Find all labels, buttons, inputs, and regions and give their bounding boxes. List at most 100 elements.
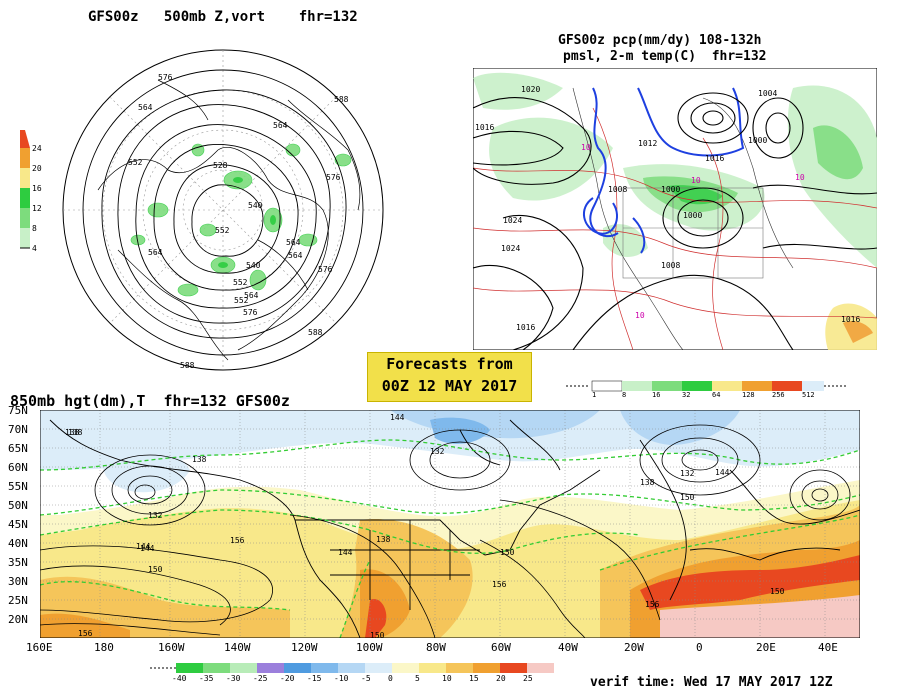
lon-label-20w: 20W (624, 641, 644, 654)
hgt-label: 138 (376, 535, 391, 544)
temp-colorbar-tick: 15 (469, 674, 479, 683)
temp-colorbar-tick: 5 (415, 674, 420, 683)
hgt-label: 156 (78, 629, 93, 638)
lon-label-20e: 20E (756, 641, 776, 654)
temp-colorbar-tick: -35 (199, 674, 214, 683)
precip-cb-tick-1: 1 (592, 391, 597, 399)
lat-label-45n: 45N (8, 518, 28, 531)
hgt-label: 156 (230, 536, 245, 545)
temp-colorbar-tick: 25 (523, 674, 533, 683)
hgt-label: 138 (68, 428, 83, 437)
hgt-label: 132 (430, 447, 445, 456)
temp-colorbar-tick: -20 (280, 674, 295, 683)
lon-label-160e: 160E (26, 641, 53, 654)
pmsl-label: 1012 (638, 139, 657, 148)
polar-contour-label: 540 (246, 261, 261, 270)
h850-title: 850mb hgt(dm),T fhr=132 GFS00z (10, 392, 290, 410)
temp-colorbar-swatch (257, 663, 284, 673)
polar-colorbar-svg (20, 130, 30, 249)
hgt-label: 150 (500, 548, 515, 557)
hgt-label: 150 (680, 493, 695, 502)
lat-label-55n: 55N (8, 480, 28, 493)
polar-cb-tick-8: 8 (32, 224, 37, 233)
lon-label-100w: 100W (356, 641, 383, 654)
precip-colorbar-svg (566, 380, 846, 392)
temp-colorbar-tick: 20 (496, 674, 506, 683)
precip-map: 1020 1016 1012 1004 1008 1000 1024 1016 … (473, 68, 877, 350)
temp-colorbar-swatch (176, 663, 203, 673)
temp-colorbar-tick: -15 (307, 674, 322, 683)
lat-label-40n: 40N (8, 537, 28, 550)
hgt-label: 144 (140, 544, 155, 553)
pmsl-label: 1020 (521, 85, 540, 94)
polar-contour-label: 588 (180, 361, 195, 370)
hgt-label: 150 (148, 565, 163, 574)
lon-label-180: 180 (94, 641, 114, 654)
precip-cb-tick-512: 512 (802, 391, 815, 399)
temp-colorbar-swatch (284, 663, 311, 673)
hgt-label: 132 (680, 469, 695, 478)
lon-label-60w: 60W (491, 641, 511, 654)
polar-cb-tick-12: 12 (32, 204, 42, 213)
polar-contour-label: 564 (148, 248, 163, 257)
lon-label-40e: 40E (818, 641, 838, 654)
lat-label-50n: 50N (8, 499, 28, 512)
hgt-label: 132 (148, 511, 163, 520)
lat-label-25n: 25N (8, 594, 28, 607)
pmsl-label: 1000 (683, 211, 702, 220)
temp-colorbar-tick: -5 (361, 674, 371, 683)
verif-time: verif time: Wed 17 MAY 2017 12Z (590, 675, 833, 690)
lon-label-160w: 160W (158, 641, 185, 654)
polar-map: 576 588 564 552 540 528 552 576 564 564 … (62, 49, 384, 371)
precip-cb-tick-8: 8 (622, 391, 627, 399)
hgt-label: 156 (645, 600, 660, 609)
temp-colorbar-swatch (419, 663, 446, 673)
polar-cb-tick-24: 24 (32, 144, 42, 153)
temp-colorbar-tick: -30 (226, 674, 241, 683)
polar-contour-label: 564 (288, 251, 303, 260)
temp-colorbar-swatch (203, 663, 230, 673)
lat-label-30n: 30N (8, 575, 28, 588)
hgt-label: 150 (770, 587, 785, 596)
lat-label-65n: 65N (8, 442, 28, 455)
polar-contour-label: 564 (273, 121, 288, 130)
hgt-label: 138 (640, 478, 655, 487)
temp-colorbar-tick: -40 (172, 674, 187, 683)
polar-cb-tick-16: 16 (32, 184, 42, 193)
pmsl-label: 1016 (841, 315, 860, 324)
pmsl-label: 1008 (661, 261, 680, 270)
lat-label-35n: 35N (8, 556, 28, 569)
lat-label-70n: 70N (8, 423, 28, 436)
pmsl-label: 1000 (748, 136, 767, 145)
polar-contour-label: 588 (308, 328, 323, 337)
hgt-label: 138 (65, 428, 80, 437)
polar-contour-label: 588 (334, 95, 349, 104)
precip-cb-tick-32: 32 (682, 391, 691, 399)
temp-colorbar-swatch (338, 663, 365, 673)
polar-cb-tick-4: 4 (32, 244, 37, 253)
lon-label-80w: 80W (426, 641, 446, 654)
pmsl-label: 1016 (705, 154, 724, 163)
hgt-label: 150 (370, 631, 385, 638)
polar-contour-label: 528 (213, 161, 228, 170)
hgt-label: 138 (192, 455, 207, 464)
forecast-banner: Forecasts from 00Z 12 MAY 2017 (367, 352, 532, 402)
polar-colorbar: 24 20 16 12 8 4 (18, 130, 48, 265)
temp-colorbar-swatch (365, 663, 392, 673)
lon-label-40w: 40W (558, 641, 578, 654)
pmsl-label: 1000 (661, 185, 680, 194)
temp-label: 10 (581, 143, 591, 152)
polar-title: GFS00z 500mb Z,vort fhr=132 (88, 9, 358, 25)
hgt-label: 144 (390, 413, 405, 422)
polar-contour-label: 576 (326, 173, 341, 182)
lon-label-120w: 120W (291, 641, 318, 654)
pmsl-label: 1016 (516, 323, 535, 332)
precip-cb-tick-16: 16 (652, 391, 661, 399)
temp-colorbar: -40 -35 -30 -25 -20 -15 -10 -5 0 5 10 15 20 25 (150, 660, 590, 696)
polar-contour-label: 576 (243, 308, 258, 317)
temp-colorbar-svg (150, 663, 554, 673)
forecast-banner-line2: 00Z 12 MAY 2017 (381, 377, 518, 395)
polar-contour-label: 576 (318, 265, 333, 274)
forecast-banner-line1: Forecasts from (386, 355, 513, 373)
precip-colorbar: 1 8 16 32 64 128 256 512 (566, 378, 846, 402)
